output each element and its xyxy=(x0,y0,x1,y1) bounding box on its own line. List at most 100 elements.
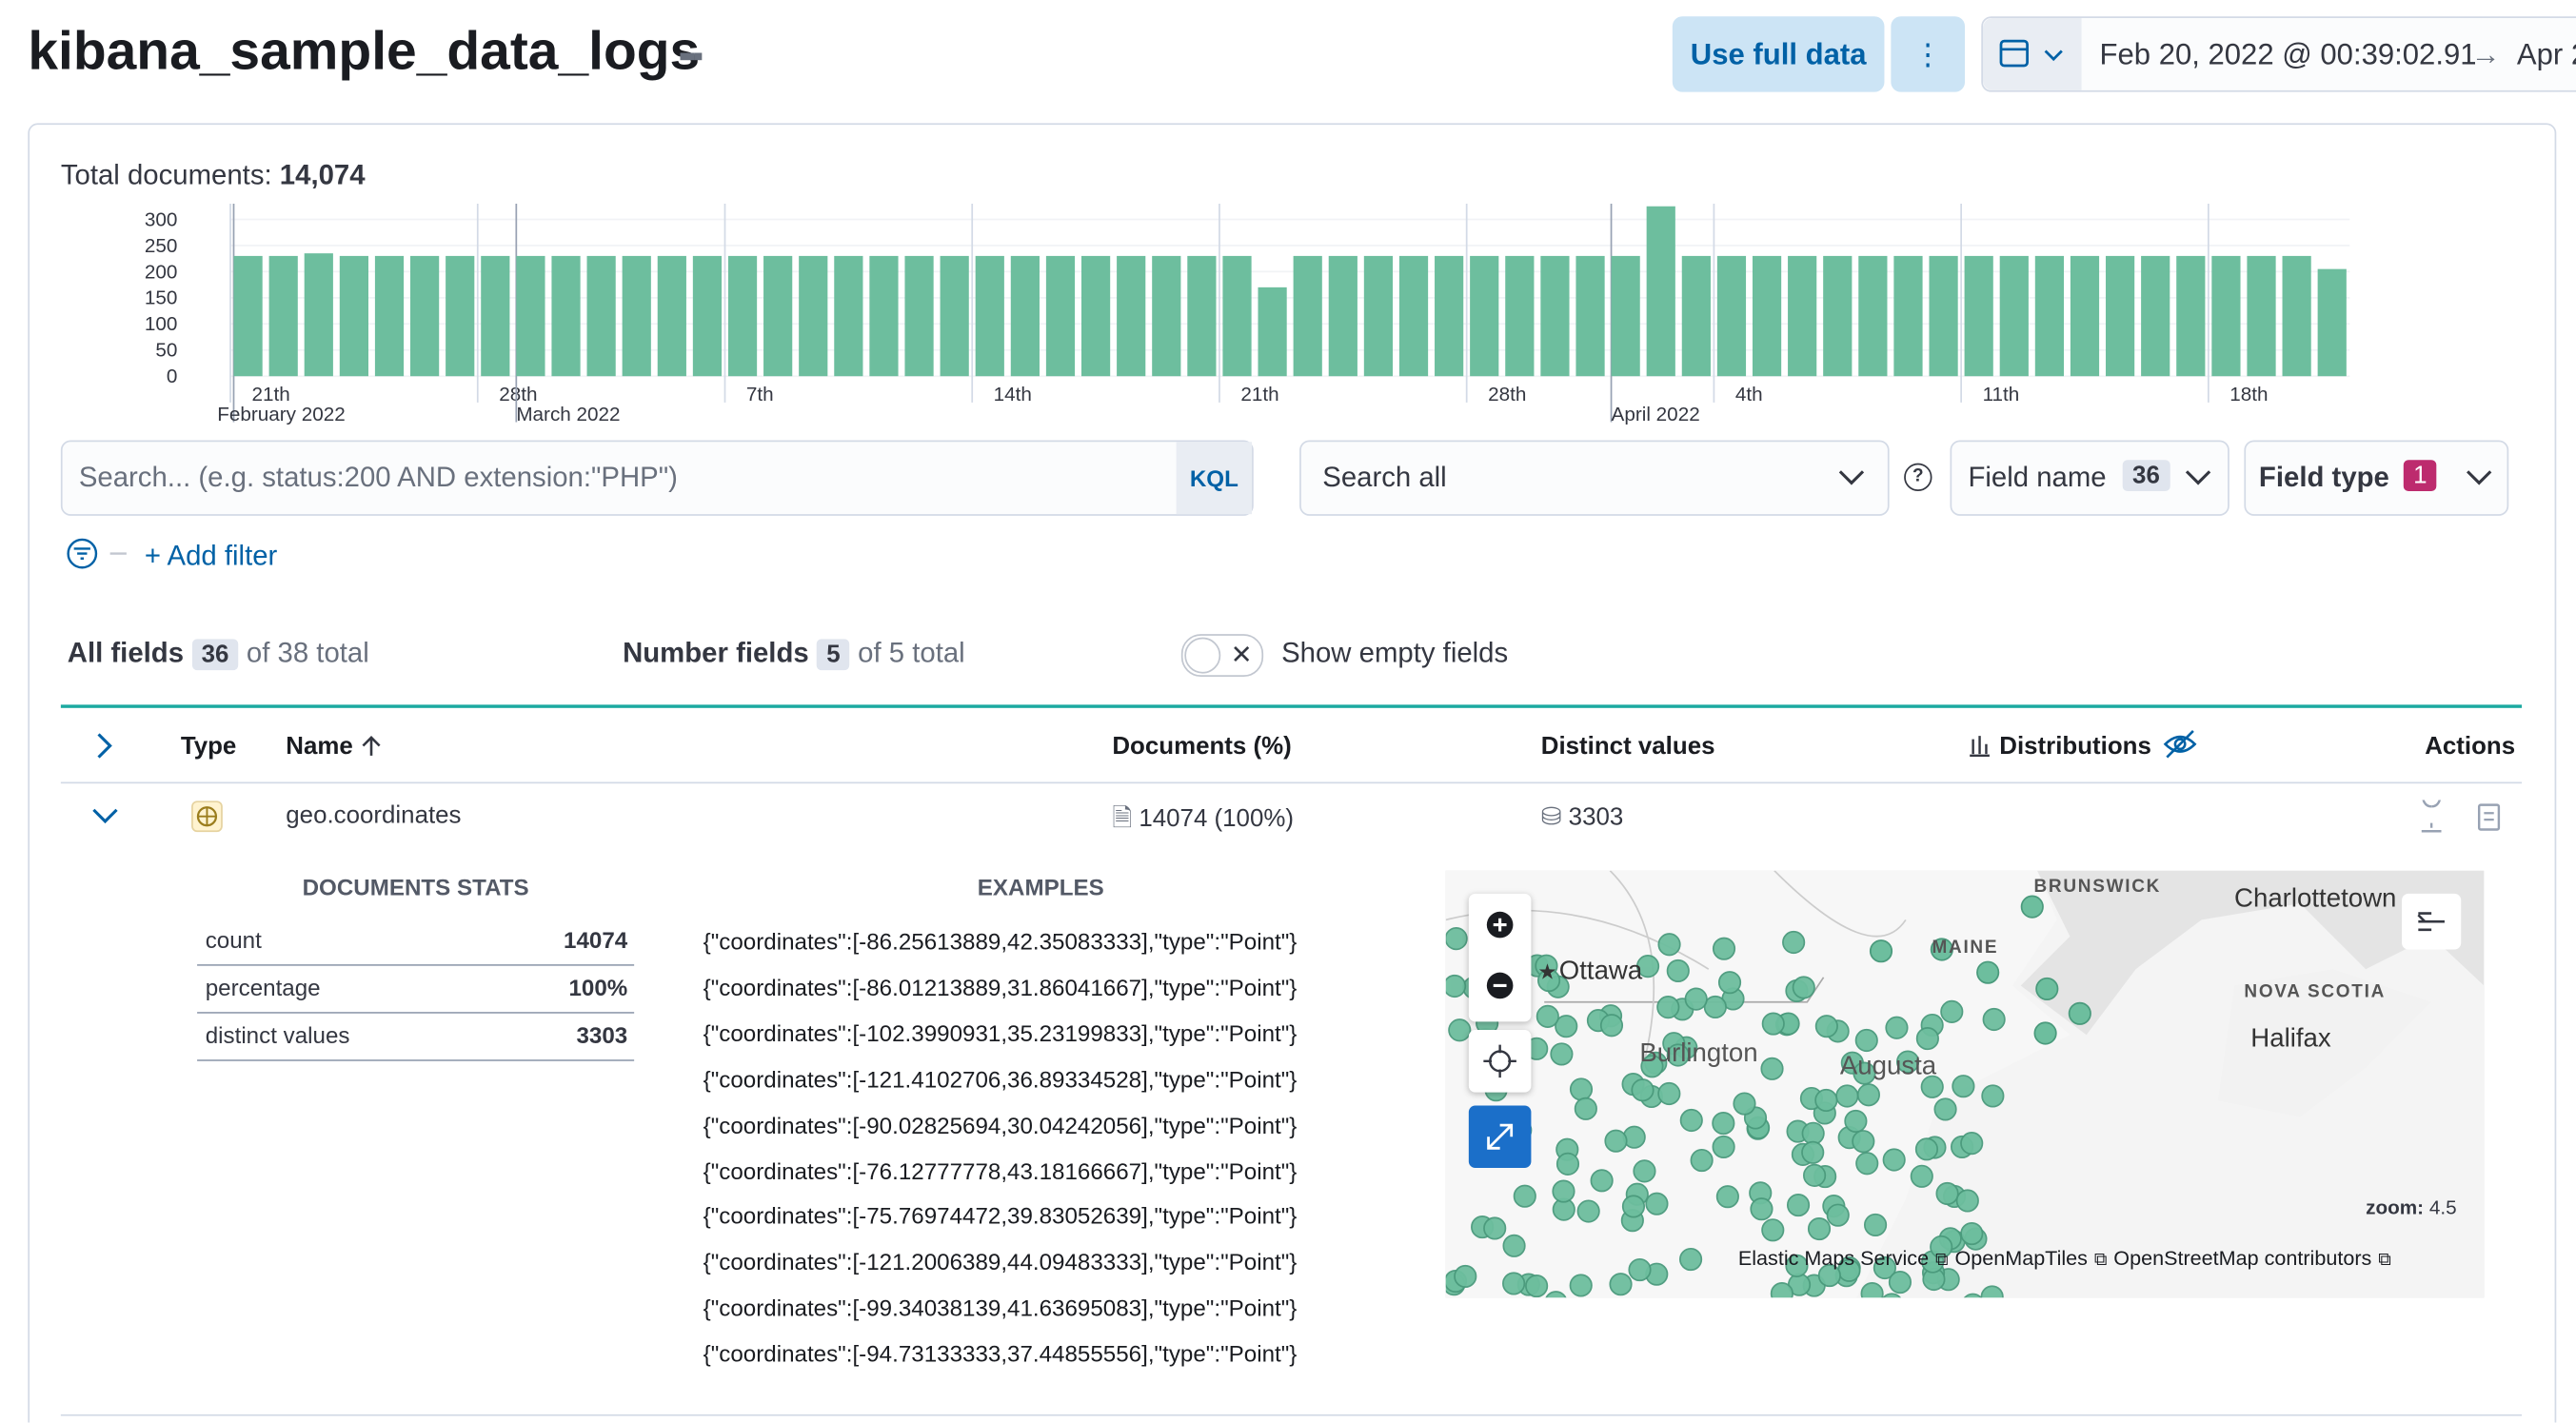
map-label: MAINE xyxy=(1932,938,1999,958)
example-value: {"coordinates":[-86.25613889,42.35083333… xyxy=(703,928,1298,955)
map-point xyxy=(1844,1109,1868,1134)
map-point xyxy=(1717,971,1742,995)
y-tick-label: 300 xyxy=(145,208,178,230)
map-point xyxy=(1885,1016,1909,1039)
stat-value: 3303 xyxy=(576,1021,628,1049)
date-picker[interactable]: Feb 20, 2022 @ 00:39:02.91 → Apr 2 xyxy=(1981,16,2576,92)
map-point xyxy=(1930,1235,1953,1259)
collapse-row[interactable] xyxy=(89,800,122,833)
map-point xyxy=(1963,1293,1983,1298)
map-point xyxy=(1590,1169,1614,1193)
bar xyxy=(1363,255,1394,377)
search-scope[interactable]: Search all xyxy=(1299,440,1890,516)
map-point xyxy=(1981,1084,2005,1108)
map-point xyxy=(1761,1012,1785,1036)
map-point xyxy=(1792,976,1815,999)
external-icon: ⧉ xyxy=(2093,1250,2108,1271)
empty-fields-toggle[interactable]: ✕ xyxy=(1180,634,1264,678)
bar xyxy=(1858,255,1888,377)
row-actions[interactable] xyxy=(2415,800,2514,836)
bar xyxy=(1964,255,1993,377)
x-tick-label: 11th xyxy=(1983,384,2020,405)
quick-select[interactable] xyxy=(1983,17,2082,90)
search-bar[interactable]: Search... (e.g. status:200 AND extension… xyxy=(60,440,1254,516)
map-point xyxy=(1803,1163,1827,1187)
attribution-link[interactable]: OpenMapTiles xyxy=(1954,1246,2088,1271)
column-header: Documents (%) xyxy=(1112,732,1292,761)
map-point xyxy=(1826,1203,1850,1227)
map[interactable]: BRUNSWICK Charlottetown ★ Ottawa MAINE NOVA S… xyxy=(1445,870,2485,1298)
end-date[interactable]: Apr 2 xyxy=(2516,37,2576,71)
map-point xyxy=(2035,977,2059,1000)
bar xyxy=(1929,255,1958,377)
bar xyxy=(657,255,686,377)
locate-button[interactable] xyxy=(1468,1030,1532,1093)
number-fields-count: 5 xyxy=(816,639,850,671)
attribution-link[interactable]: OpenStreetMap contributors xyxy=(2113,1246,2372,1271)
field-name: geo.coordinates xyxy=(286,801,462,830)
use-full-data-button[interactable]: Use full data xyxy=(1672,16,1885,92)
bar xyxy=(1117,255,1146,377)
locate-icon xyxy=(1483,1044,1516,1078)
map-point xyxy=(1536,968,1561,993)
bar xyxy=(1823,255,1853,377)
map-point xyxy=(1666,959,1690,983)
bar xyxy=(1575,255,1605,377)
zoom-label: zoom: xyxy=(2366,1196,2425,1219)
field-name-filter[interactable]: Field name 36 xyxy=(1950,440,2229,516)
map-canvas: BRUNSWICK Charlottetown ★ Ottawa MAINE NOVA S… xyxy=(1445,870,2485,1298)
map-point xyxy=(1657,1081,1681,1106)
map-point xyxy=(1782,930,1806,955)
hide-distributions[interactable] xyxy=(2162,728,2198,761)
map-point xyxy=(1920,1075,1944,1098)
bar xyxy=(2317,268,2347,377)
filter-icon[interactable] xyxy=(66,537,131,573)
map-point xyxy=(1852,1130,1875,1154)
column-header: Distinct values xyxy=(1540,732,1715,761)
bar xyxy=(2034,255,2064,377)
zoom-icons[interactable] xyxy=(1469,894,1532,1022)
add-filter[interactable]: + Add filter xyxy=(144,540,278,572)
options-button[interactable]: ⋮ xyxy=(1891,16,1966,92)
attribution-link[interactable]: Elastic Maps Service xyxy=(1737,1246,1930,1271)
more-icon[interactable]: ▪▪▪ xyxy=(678,39,703,72)
bar xyxy=(516,255,545,377)
field-name-label: Field name xyxy=(1968,461,2107,493)
bar xyxy=(834,255,863,377)
sort-icon[interactable] xyxy=(358,733,385,760)
map-point xyxy=(1445,927,1468,951)
all-fields-count: 36 xyxy=(191,639,239,671)
map-point xyxy=(1888,1270,1912,1295)
map-point xyxy=(1801,1140,1825,1164)
map-point xyxy=(1628,1257,1652,1282)
expand-all[interactable] xyxy=(89,729,122,762)
fullscreen-button[interactable] xyxy=(1468,1105,1532,1169)
layer-toggle[interactable] xyxy=(2402,893,2462,950)
x-tick-label: 14th xyxy=(994,384,1032,405)
column-header: Distributions xyxy=(1999,732,2151,761)
distinct-value: 3303 xyxy=(1568,802,1624,832)
toggle-knob xyxy=(1184,637,1221,674)
map-point xyxy=(1576,1199,1600,1223)
example-value: {"coordinates":[-94.73133333,37.44855556… xyxy=(703,1340,1298,1368)
map-point xyxy=(2033,1021,2057,1045)
all-fields-total: of 38 total xyxy=(246,637,369,669)
y-tick-label: 100 xyxy=(145,313,178,335)
toggle-x: ✕ xyxy=(1230,642,1253,671)
stat-divider xyxy=(197,964,635,966)
bar xyxy=(940,255,969,377)
map-point xyxy=(1976,960,2000,984)
kql-button[interactable]: KQL xyxy=(1176,442,1253,515)
map-point xyxy=(1853,1061,1876,1085)
map-point xyxy=(1715,1185,1739,1209)
field-type-filter[interactable]: Field type 1 xyxy=(2244,440,2509,516)
arrow-icon: → xyxy=(2470,37,2501,71)
help-icon[interactable]: ? xyxy=(1904,463,1932,492)
field-name-count: 36 xyxy=(2122,460,2170,492)
map-point xyxy=(1770,1282,1793,1298)
bar xyxy=(692,255,723,377)
start-date[interactable]: Feb 20, 2022 @ 00:39:02.91 xyxy=(2099,37,2477,71)
bar xyxy=(727,255,758,377)
show-empty-label: Show empty fields xyxy=(1281,637,1509,669)
bar xyxy=(586,255,616,377)
